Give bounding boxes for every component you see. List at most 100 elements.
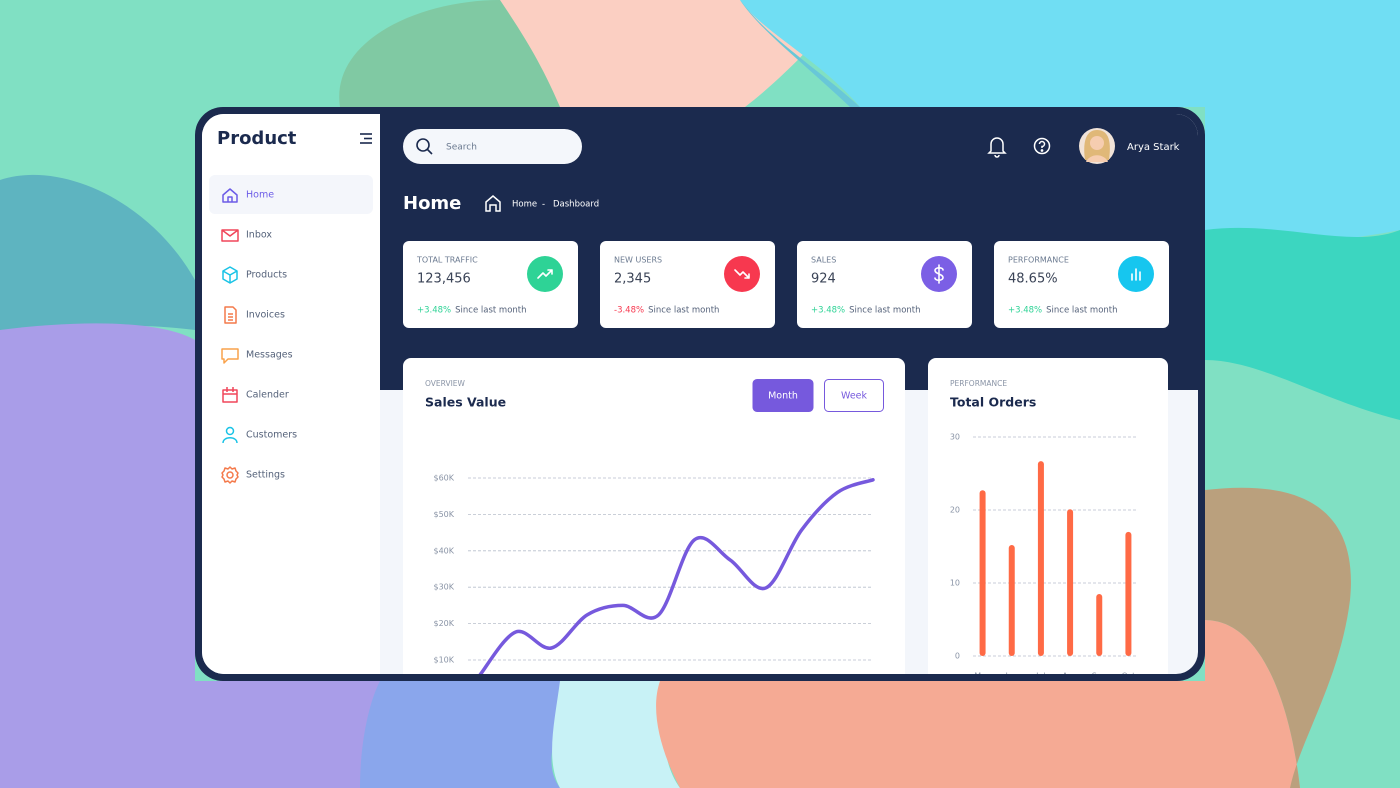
menu-label: Invoices — [246, 310, 285, 321]
stat-icon — [734, 269, 750, 279]
menu-item[interactable]: Calender — [222, 387, 289, 403]
menu-icon — [221, 466, 239, 484]
y-tick-label: $50K — [433, 510, 454, 519]
x-tick-label: Aug — [1062, 672, 1078, 681]
menu-label: Customers — [246, 430, 297, 441]
menu-icon — [221, 229, 239, 242]
menu-item[interactable]: Inbox — [221, 229, 272, 242]
menu-icon — [222, 426, 238, 444]
chart-card — [928, 358, 1168, 674]
stat-change: +3.48% — [811, 306, 845, 316]
menu-active-bg — [209, 175, 373, 214]
stat-label: PERFORMANCE — [1008, 256, 1069, 265]
button-bg — [752, 379, 814, 412]
chart-title: Total Orders — [950, 395, 1036, 410]
stat-value: 123,456 — [417, 272, 471, 287]
chart-card — [403, 358, 905, 674]
button-label: Month — [768, 391, 798, 402]
chart-title: Sales Value — [425, 395, 506, 410]
menu-label: Messages — [246, 350, 293, 361]
y-tick-label: 0 — [955, 652, 960, 661]
bar — [1096, 593, 1103, 656]
bar — [1125, 531, 1132, 656]
menu-label: Inbox — [246, 230, 272, 241]
stat-value: 2,345 — [614, 272, 651, 287]
menu-icon — [222, 188, 238, 203]
menu-item[interactable]: Customers — [222, 426, 297, 444]
stat-value: 48.65% — [1008, 272, 1058, 287]
menu-label: Products — [246, 270, 287, 281]
avatar[interactable] — [1079, 128, 1115, 164]
stat-value: 924 — [811, 272, 836, 287]
menu-label: Settings — [246, 470, 285, 481]
bar — [979, 490, 986, 656]
y-tick-label: $20K — [433, 619, 454, 628]
menu-item[interactable]: Settings — [221, 466, 285, 484]
search-box[interactable] — [403, 129, 582, 164]
bar — [1067, 509, 1074, 656]
stat-card: TOTAL TRAFFIC 123,456 +3.48% Since last mon… — [403, 241, 578, 328]
menu-item[interactable]: Home — [222, 188, 274, 203]
menu-icon — [224, 306, 237, 324]
help-icon[interactable] — [1033, 137, 1051, 155]
y-tick-label: $10K — [433, 656, 454, 665]
stat-note: Since last month — [849, 306, 920, 316]
user-name: Arya Stark — [1127, 142, 1180, 153]
bell-icon[interactable] — [987, 137, 1007, 158]
stat-change: -3.48% — [614, 306, 644, 316]
breadcrumb-icon — [485, 195, 501, 212]
stat-label: TOTAL TRAFFIC — [416, 256, 478, 265]
y-tick-label: 20 — [950, 506, 960, 515]
menu-item[interactable]: Products — [222, 266, 287, 284]
stat-note: Since last month — [1046, 306, 1117, 316]
menu-toggle[interactable] — [360, 133, 372, 144]
stat-label: NEW USERS — [614, 256, 662, 265]
button-bg — [824, 379, 884, 412]
menu-label: Calender — [246, 390, 289, 401]
stat-icon — [537, 269, 553, 279]
page-title: Home — [403, 193, 461, 214]
y-tick-label: 30 — [950, 433, 960, 442]
search-icon — [416, 138, 433, 155]
menu-label: Home — [246, 190, 274, 201]
stat-card: PERFORMANCE 48.65% +3.48% Since last month — [994, 241, 1169, 328]
menu-icon — [222, 387, 238, 403]
stat-card: SALES 924 +3.48% Since last month — [797, 241, 972, 328]
menu-item[interactable]: Messages — [221, 348, 293, 364]
y-tick-label: $60K — [433, 474, 454, 483]
stat-card: NEW USERS 2,345 -3.48% Since last month — [600, 241, 775, 328]
bar — [1037, 461, 1044, 656]
chart-overline: OVERVIEW — [425, 379, 466, 388]
line-series — [478, 478, 875, 674]
toggle-button[interactable]: Month — [752, 379, 814, 412]
y-tick-label: $30K — [433, 583, 454, 592]
stat-note: Since last month — [648, 306, 719, 316]
menu-item[interactable]: Invoices — [224, 306, 285, 324]
stat-change: +3.48% — [1008, 306, 1042, 316]
stat-change: +3.48% — [417, 306, 451, 316]
x-tick-label: Jul — [1035, 672, 1046, 681]
app: Product Home Inbox Products Invoices Message… — [202, 114, 1198, 681]
brand-title: Product — [217, 128, 297, 149]
button-label: Week — [841, 391, 868, 402]
y-tick-label: 10 — [950, 579, 960, 588]
stat-icon — [1131, 268, 1141, 281]
breadcrumb-item[interactable]: Home — [512, 200, 537, 210]
chart-overline: PERFORMANCE — [950, 379, 1007, 388]
breadcrumb-item: Dashboard — [553, 200, 599, 210]
bar — [1008, 545, 1015, 656]
menu-icon — [221, 348, 239, 364]
menu-icon — [222, 266, 238, 284]
stat-note: Since last month — [455, 306, 526, 316]
x-tick-label: Sep — [1092, 672, 1107, 681]
toggle-button[interactable]: Week — [824, 379, 884, 412]
breadcrumb-separator: - — [542, 200, 545, 210]
stat-label: SALES — [811, 256, 836, 265]
search-placeholder: Search — [446, 143, 477, 153]
x-tick-label: May — [974, 672, 991, 681]
stat-icon — [934, 264, 944, 284]
y-tick-label: $40K — [433, 546, 454, 555]
x-tick-label: Oct — [1121, 672, 1135, 681]
